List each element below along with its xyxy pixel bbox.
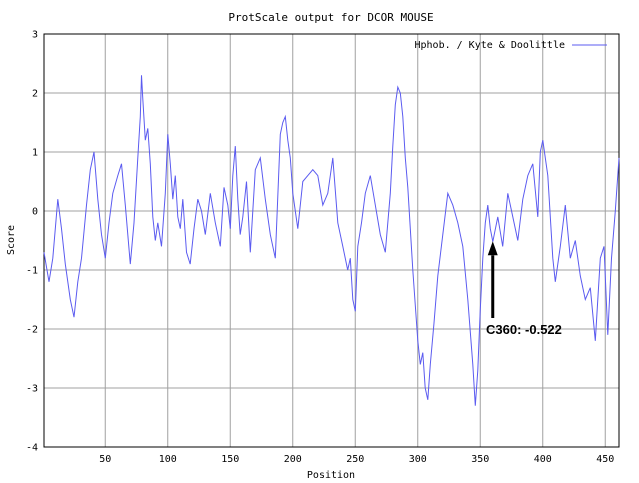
x-tick-label: 450 [596, 454, 614, 465]
x-tick-label: 400 [534, 454, 552, 465]
y-tick-label: 1 [32, 148, 38, 159]
chart-title: ProtScale output for DCOR MOUSE [228, 11, 433, 24]
plot-frame [43, 33, 620, 448]
series-layer [43, 75, 620, 406]
y-tick-label: -4 [26, 443, 38, 454]
x-tick-label: 100 [159, 454, 177, 465]
series-line [43, 75, 620, 406]
annotation-arrow-head [487, 241, 498, 256]
x-tick-label: 200 [284, 454, 302, 465]
x-tick-label: 350 [471, 454, 489, 465]
legend-label: Hphob. / Kyte & Doolittle [414, 40, 565, 51]
annotation: C360: -0.522 [486, 241, 562, 337]
y-axis-label: Score [6, 225, 17, 255]
x-axis-label: Position [307, 470, 355, 481]
x-axis-ticks: 50 100 150 200 250 300 350 400 450 [99, 454, 614, 465]
y-tick-label: -1 [26, 266, 38, 277]
grid-lines [44, 34, 619, 447]
y-tick-label: 3 [32, 30, 38, 41]
x-tick-label: 250 [346, 454, 364, 465]
y-tick-label: -3 [26, 384, 38, 395]
y-axis-ticks: 3 2 1 0 -1 -2 -3 -4 [26, 30, 38, 454]
x-tick-label: 50 [99, 454, 111, 465]
y-tick-label: 2 [32, 89, 38, 100]
y-tick-label: 0 [32, 207, 38, 218]
x-tick-label: 150 [221, 454, 239, 465]
y-tick-label: -2 [26, 325, 38, 336]
x-tick-label: 300 [409, 454, 427, 465]
legend: Hphob. / Kyte & Doolittle [414, 40, 607, 51]
annotation-label: C360: -0.522 [486, 322, 562, 337]
